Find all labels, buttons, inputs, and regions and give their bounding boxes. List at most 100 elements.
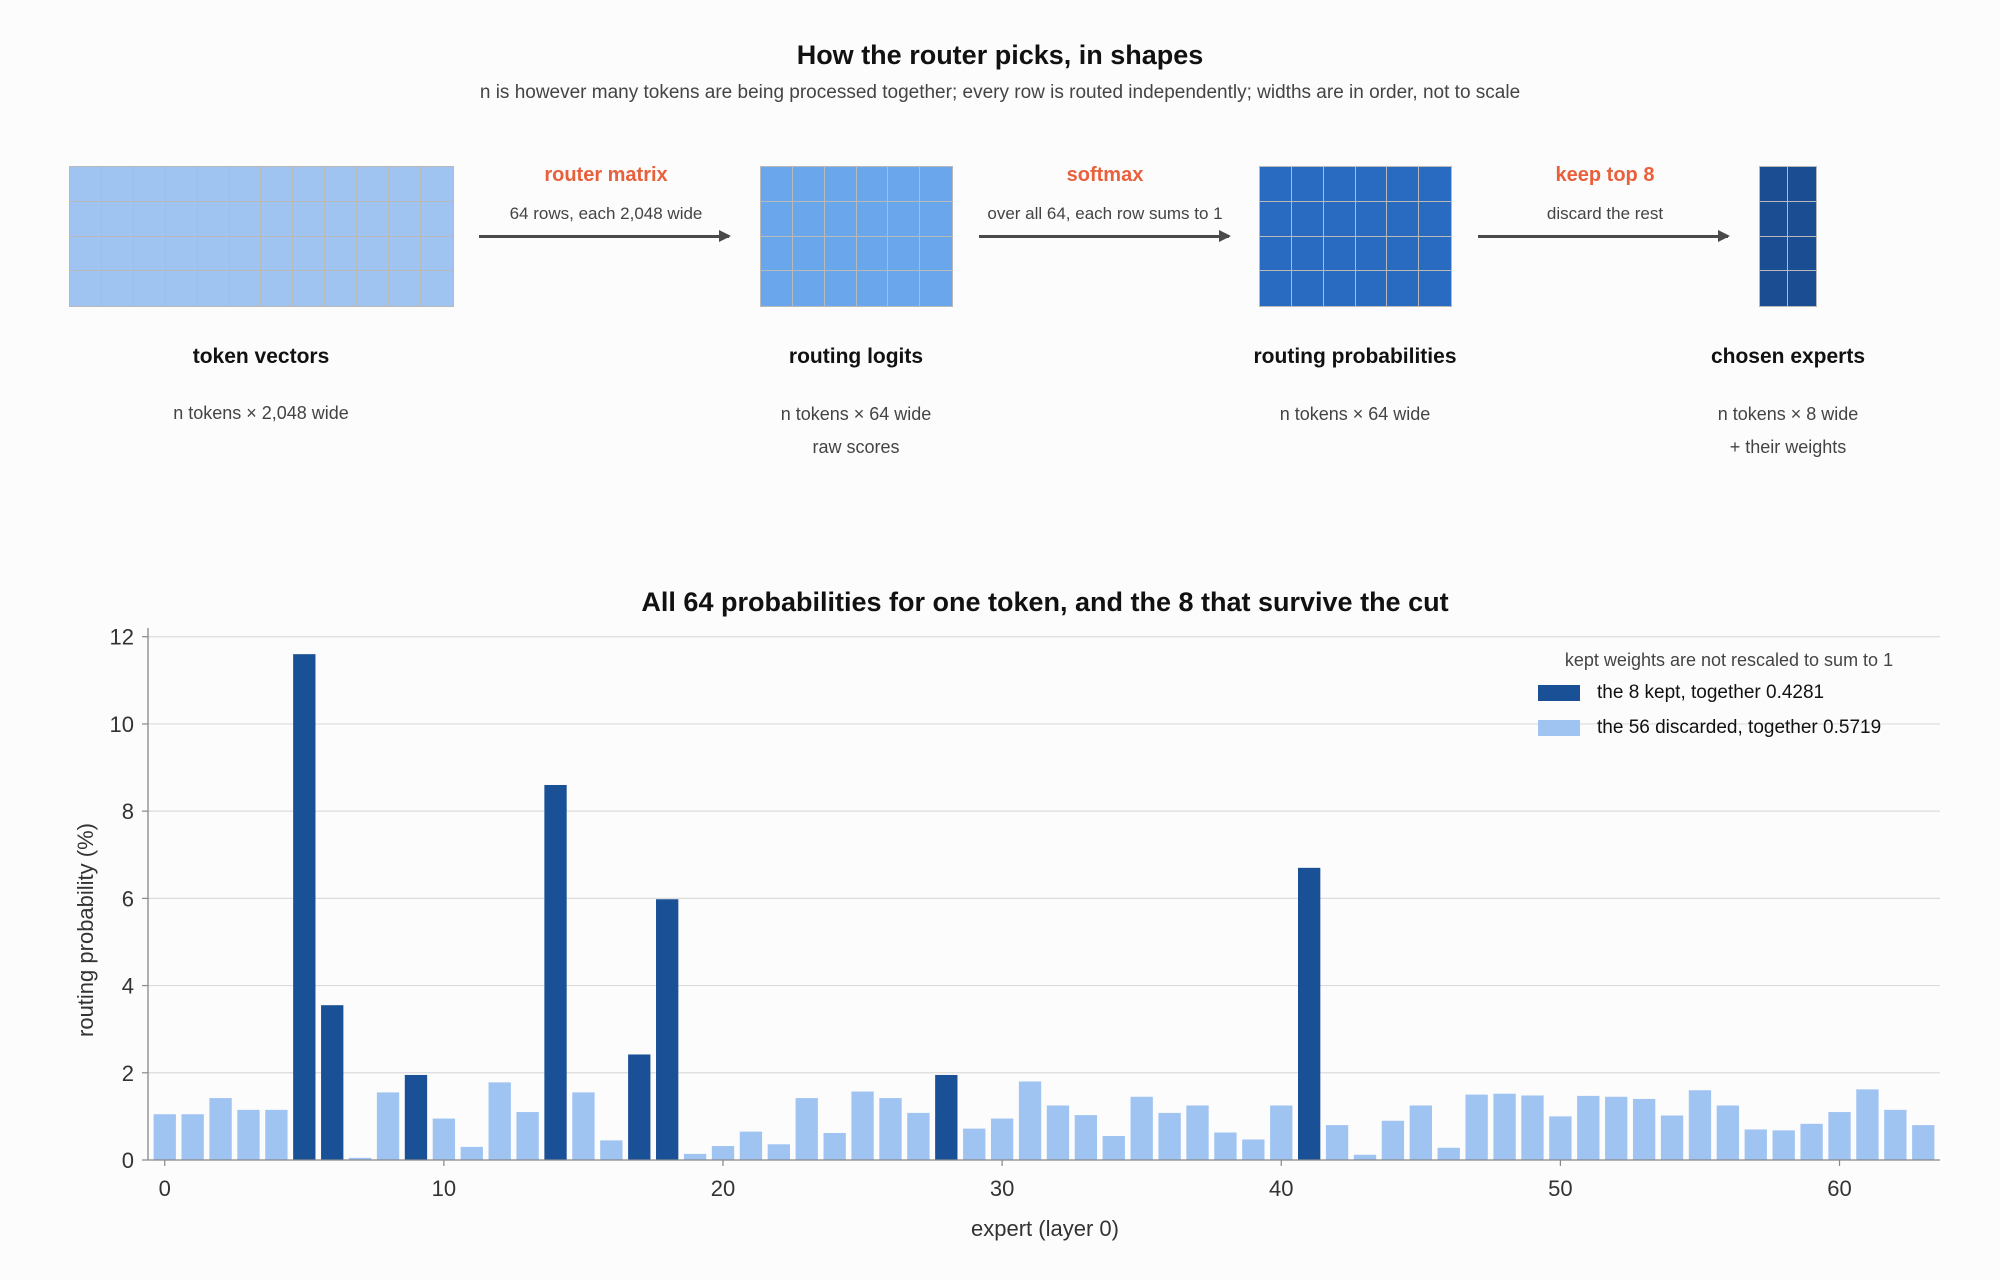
bar-discarded-expert-57 [1744,1129,1767,1160]
legend-label-discarded: the 56 discarded, together 0.5719 [1597,717,1882,738]
legend-label-kept: the 8 kept, together 0.4281 [1597,682,1825,703]
grid-cell [761,236,793,272]
bar-discarded-expert-54 [1660,1115,1684,1160]
bar-discarded-expert-15 [572,1092,595,1160]
arrow-keep-top-8 [1478,230,1730,242]
grid-cell [793,271,825,306]
grid-cell [888,167,921,202]
bar-discarded-expert-4 [265,1109,288,1160]
bar-discarded-expert-53 [1632,1098,1656,1160]
grid-cell [165,167,198,202]
bar-discarded-expert-47 [1465,1094,1488,1160]
bar-kept-expert-9 [404,1074,428,1160]
chart-title: All 64 probabilities for one token, and … [641,587,1449,617]
arrow-router-matrix [479,230,731,242]
bar-discarded-expert-56 [1716,1105,1740,1160]
grid-cell [133,167,166,202]
bar-discarded-expert-2 [209,1098,232,1160]
x-tick-label: 50 [1548,1176,1572,1201]
chart-bars [153,654,1935,1160]
bar-discarded-expert-55 [1688,1090,1712,1160]
diagram-title: How the router picks, in shapes [796,40,1204,70]
grid-cell [357,236,390,272]
grid-cell [229,236,262,272]
stage-dims-routing-probabilities: n tokens × 64 wide [1279,404,1431,424]
legend-note: kept weights are not rescaled to sum to … [1564,650,1894,670]
grid-cell [1356,271,1388,306]
bar-discarded-expert-27 [907,1112,930,1160]
grid-cell [1323,201,1356,237]
y-tick-label: 6 [122,886,134,911]
grid-cell [1260,236,1292,272]
grid-cell [165,236,198,272]
op-label-softmax: softmax [1066,164,1144,186]
grid-cell [920,202,952,237]
grid-cell [1260,271,1292,306]
grid-cell [229,167,262,202]
bar-kept-expert-41 [1298,867,1321,1160]
bar-discarded-expert-37 [1186,1105,1209,1160]
grid-cell [1355,236,1388,272]
grid-cell [857,271,889,306]
grid-cell [1291,236,1324,272]
grid-cell [824,201,857,237]
grid-cell [198,271,230,306]
grid-cell [261,271,294,306]
diagram-subtitle: n is however many tokens are being proce… [479,82,1521,103]
bar-discarded-expert-31 [1018,1081,1042,1160]
grid-cell [761,201,793,237]
bar-discarded-expert-8 [376,1092,400,1160]
stage-extra-chosen-experts: + their weights [1729,437,1847,457]
grid-cell [1260,167,1292,202]
bar-discarded-expert-36 [1158,1112,1181,1160]
grid-cell [325,236,358,272]
grid-cell [1788,237,1816,272]
bar-discarded-expert-50 [1549,1116,1572,1160]
bar-kept-expert-14 [544,784,567,1160]
grid-cell [70,167,102,202]
bar-discarded-expert-59 [1800,1123,1823,1160]
grid-cell [101,236,134,272]
bar-discarded-expert-63 [1912,1125,1935,1160]
grid-cell [1324,271,1356,306]
grid-cell [761,271,793,306]
bar-discarded-expert-48 [1493,1093,1516,1160]
grid-cell [1292,271,1324,306]
grid-cell [133,201,166,237]
stage-dims-chosen-experts: n tokens × 8 wide [1717,404,1859,424]
grid-cell [1419,167,1451,202]
grid-cell [421,167,453,202]
bar-discarded-expert-10 [432,1118,456,1160]
grid-cell [792,167,825,202]
bar-discarded-expert-62 [1884,1109,1907,1160]
stage-title-chosen-experts: chosen experts [1710,345,1866,368]
grid-cell [856,167,889,202]
bar-discarded-expert-61 [1856,1089,1879,1160]
grid-cell [792,236,825,272]
grid-cell [357,271,390,306]
bar-discarded-expert-51 [1577,1095,1600,1160]
grid-cell [1387,167,1420,202]
grid-cell [261,167,294,202]
chart-axes [147,628,1940,1161]
grid-cell [229,201,262,237]
grid-cell [357,167,390,202]
grid-cell [1355,167,1388,202]
grid-cell [1788,202,1816,237]
grid-cell [70,236,102,272]
op-desc-router-matrix: 64 rows, each 2,048 wide [509,204,703,223]
grid-cell [389,167,422,202]
x-axis-label: expert (layer 0) [971,1216,1119,1241]
grid-cell [1419,202,1451,237]
grid-cell [888,236,921,272]
grid-cell [1419,237,1451,272]
x-tick-label: 0 [159,1176,171,1201]
token-vectors-block [69,166,454,307]
grid-cell [825,271,857,306]
grid-cell [1355,201,1388,237]
stage-title-routing-logits: routing logits [788,345,924,368]
bar-discarded-expert-11 [460,1146,483,1160]
grid-cell [197,201,230,237]
op-label-keep-top-8: keep top 8 [1555,164,1655,186]
